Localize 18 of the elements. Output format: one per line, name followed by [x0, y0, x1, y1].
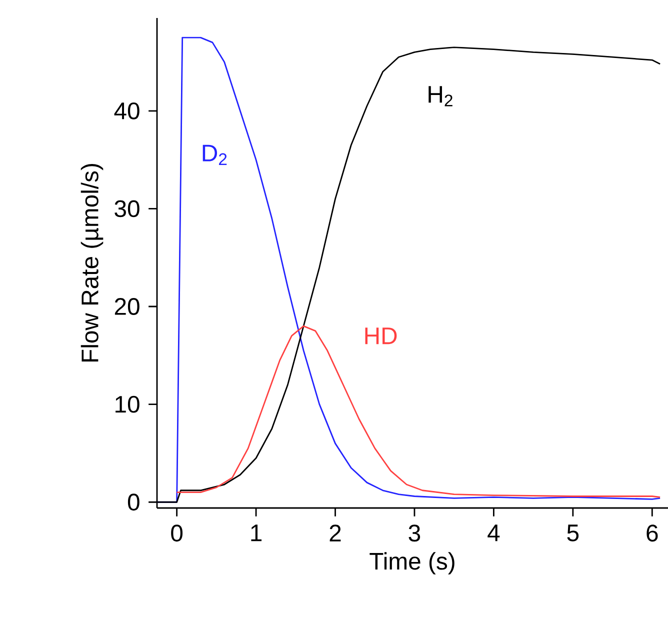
x-tick-label: 4	[488, 524, 500, 542]
x-tick-label: 0	[171, 524, 183, 542]
series-label: H$_{2}$	[428, 86, 452, 106]
y-tick-label: 20	[114, 298, 140, 315]
series-label: HD	[365, 328, 397, 344]
y-tick-label: 10	[116, 396, 140, 413]
series-label: D$_{2}$	[202, 144, 227, 165]
x-tick-label: 1	[251, 524, 262, 542]
y-tick-label: 30	[114, 200, 140, 218]
y-tick-label: 40	[114, 102, 140, 120]
x-axis-title: Time (s)	[370, 552, 454, 574]
x-tick-label: 2	[330, 524, 341, 542]
line-series	[176, 325, 661, 498]
x-tick-label: 3	[408, 524, 420, 542]
y-tick-label: 0	[128, 494, 140, 511]
x-tick-label: 5	[567, 524, 579, 542]
x-tick-label: 6	[646, 524, 658, 542]
y-axis-title: Flow Rate (µmol/s)	[80, 164, 104, 362]
